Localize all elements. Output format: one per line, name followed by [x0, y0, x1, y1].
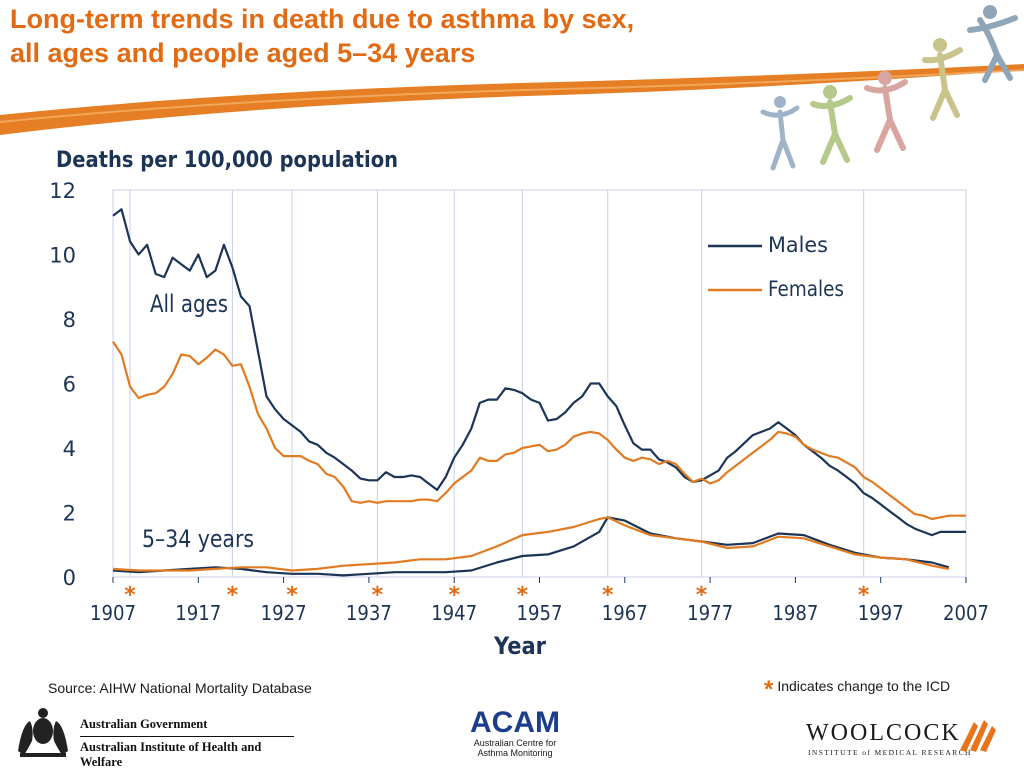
- y-axis-label: Deaths per 100,000 population: [56, 148, 398, 173]
- y-tick-label: 8: [63, 308, 76, 332]
- x-tick-label: 1947: [431, 601, 477, 625]
- header-swoosh: [0, 64, 1024, 135]
- x-tick-label: 1997: [858, 601, 904, 625]
- slide-title: Long-term trends in death due to asthma …: [10, 2, 810, 70]
- icd-note-text: Indicates change to the ICD: [777, 678, 951, 694]
- acam-name: ACAM: [470, 706, 560, 739]
- annotation-5-34-years: 5–34 years: [142, 525, 254, 553]
- source-note: Source: AIHW National Mortality Database: [48, 680, 312, 696]
- x-tick-label: 1917: [175, 601, 221, 625]
- y-tick-label: 10: [49, 244, 76, 268]
- icd-change-star: *: [227, 583, 239, 608]
- icd-change-star: *: [517, 583, 529, 608]
- y-tick-label: 0: [63, 566, 76, 590]
- woolcock-name: WOOLCOCK: [806, 720, 961, 746]
- legend-label-males: Males: [768, 233, 828, 257]
- acam-logo: ACAM Australian Centre for Asthma Monito…: [460, 708, 570, 764]
- y-tick-label: 6: [63, 373, 76, 397]
- annotation-all-ages: All ages: [150, 290, 228, 318]
- australian-government-logo: Australian Government Australian Institu…: [12, 705, 302, 769]
- x-tick-label: 1957: [517, 601, 563, 625]
- icd-change-star: *: [602, 583, 614, 608]
- x-tick-label: 1937: [346, 601, 392, 625]
- x-axis-label: Year: [493, 632, 546, 660]
- icd-change-star: *: [858, 583, 870, 608]
- series-line-males-all-ages: [112, 208, 966, 537]
- x-tick-label: 1907: [90, 601, 136, 625]
- woolcock-subtitle: INSTITUTE of MEDICAL RESEARCH: [808, 748, 972, 757]
- legend: Males Females: [708, 233, 844, 301]
- acam-line-1: Australian Centre for: [473, 738, 557, 748]
- slide-title-line-2: all ages and people aged 5–34 years: [10, 38, 476, 68]
- x-tick-label: 1977: [687, 601, 733, 625]
- x-tick-label: 1987: [772, 601, 818, 625]
- y-tick-label: 2: [63, 502, 76, 526]
- coat-of-arms-icon: [18, 708, 68, 757]
- legend-label-females: Females: [768, 277, 844, 301]
- y-tick-label: 12: [49, 179, 76, 203]
- series-line-males-5-34-years: [112, 516, 950, 577]
- dancing-figures-logo: [760, 5, 1018, 171]
- series-line-females-all-ages: [112, 340, 966, 521]
- woolcock-lung-icon: [960, 720, 996, 752]
- acam-line-2: Asthma Monitoring: [477, 748, 553, 758]
- x-tick-label: 2007: [943, 601, 989, 625]
- icd-change-star: *: [286, 583, 298, 608]
- woolcock-logo: WOOLCOCK INSTITUTE of MEDICAL RESEARCH: [806, 716, 1016, 760]
- gov-divider: [80, 736, 294, 737]
- asthma-death-chart: Deaths per 100,000 population 024681012 …: [49, 148, 989, 660]
- icd-star: *: [764, 676, 774, 703]
- icd-change-star: *: [696, 583, 708, 608]
- icd-change-star: *: [448, 583, 460, 608]
- gov-line-1: Australian Government: [80, 717, 208, 731]
- icd-change-star: *: [124, 583, 136, 608]
- y-tick-label: 4: [63, 437, 76, 461]
- icd-change-star: *: [372, 583, 384, 608]
- slide-title-line-1: Long-term trends in death due to asthma …: [10, 4, 635, 34]
- x-tick-label: 1927: [261, 601, 307, 625]
- series-line-females-5-34-years: [112, 516, 950, 572]
- x-tick-label: 1967: [602, 601, 648, 625]
- plot-frame: [112, 189, 967, 578]
- icd-note: * Indicates change to the ICD: [764, 676, 950, 704]
- gov-line-2: Australian Institute of Health and Welfa…: [80, 740, 262, 769]
